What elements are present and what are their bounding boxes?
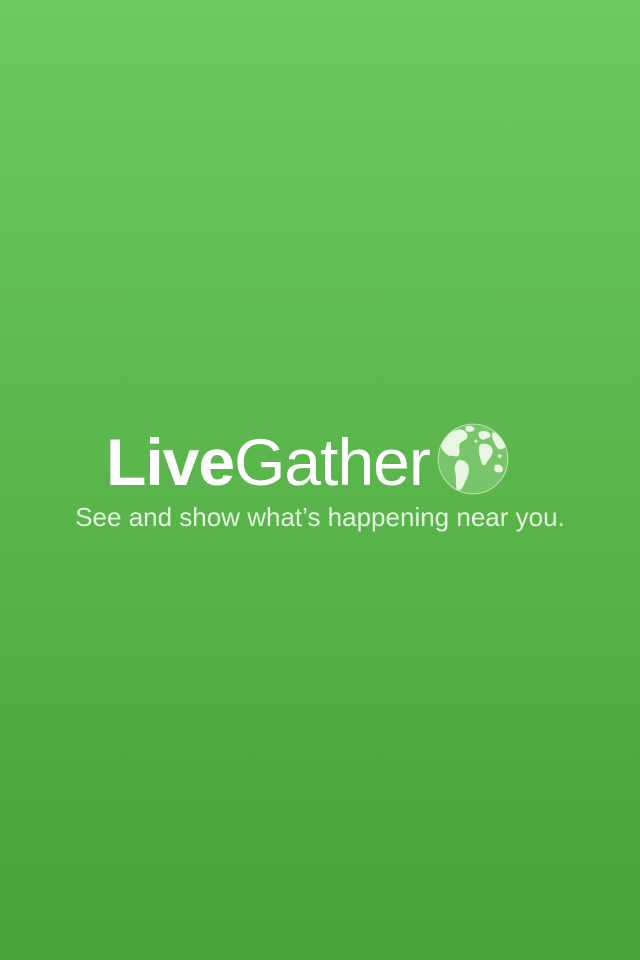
globe-icon	[437, 423, 509, 495]
app-logo: LiveGather	[106, 423, 510, 500]
wordmark-gather: Gather	[234, 425, 431, 499]
app-tagline: See and show what’s happening near you.	[75, 502, 565, 532]
wordmark-live: Live	[106, 425, 235, 499]
app-wordmark: LiveGather	[106, 429, 431, 495]
